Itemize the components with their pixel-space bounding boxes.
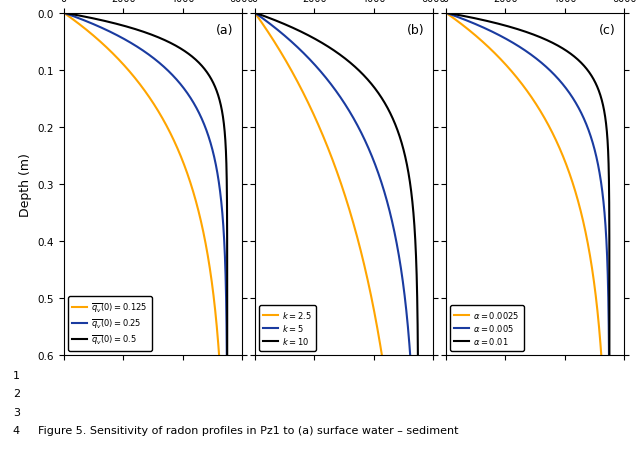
Text: (b): (b) — [406, 24, 424, 37]
Text: 2: 2 — [13, 389, 20, 399]
Legend: $\overline{q_v}(0) = 0.125$, $\overline{q_v}(0) = 0.25$, $\overline{q_v}(0) = 0.: $\overline{q_v}(0) = 0.125$, $\overline{… — [68, 296, 152, 351]
Text: 1: 1 — [13, 370, 20, 380]
Legend: $\alpha = 0.0025$, $\alpha = 0.005$, $\alpha = 0.01$: $\alpha = 0.0025$, $\alpha = 0.005$, $\a… — [450, 305, 524, 351]
Text: (c): (c) — [599, 24, 615, 37]
Text: (a): (a) — [216, 24, 233, 37]
Text: 4: 4 — [13, 425, 20, 435]
Y-axis label: Depth (m): Depth (m) — [19, 152, 32, 216]
Legend: $k = 2.5$, $k = 5$, $k = 10$: $k = 2.5$, $k = 5$, $k = 10$ — [259, 305, 316, 351]
Text: Figure 5. Sensitivity of radon profiles in Pz1 to (a) surface water – sediment: Figure 5. Sensitivity of radon profiles … — [38, 425, 459, 435]
Text: 3: 3 — [13, 407, 20, 417]
